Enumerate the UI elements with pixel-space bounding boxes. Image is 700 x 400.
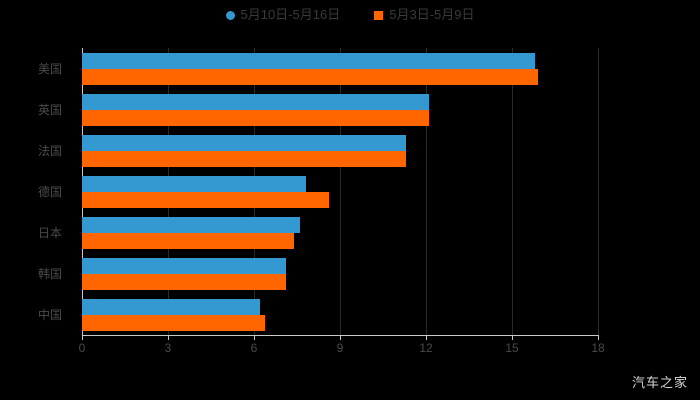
legend-label-series-1: 5月10日-5月16日 — [240, 7, 341, 22]
y-axis-label-0: 美国 — [37, 61, 62, 76]
chart-legend: 5月10日-5月16日 5月3日-5月9日 — [0, 8, 700, 22]
y-axis-label-1: 英国 — [37, 102, 62, 117]
legend-label-series-2: 5月3日-5月9日 — [389, 7, 475, 22]
watermark: 汽车之家 — [631, 375, 688, 390]
legend-entry-series-2[interactable]: 5月3日-5月9日 — [374, 8, 474, 22]
bar-group — [82, 216, 598, 249]
bar[interactable] — [82, 109, 429, 126]
tick-mark-18 — [598, 335, 599, 340]
bar-group — [82, 134, 598, 167]
tick-mark-9 — [340, 335, 341, 340]
x-tick-label-3: 3 — [164, 341, 172, 355]
bar[interactable] — [82, 175, 306, 192]
x-tick-label-0: 0 — [78, 341, 86, 355]
x-tick-label-18: 18 — [591, 341, 605, 355]
gridline-15 — [512, 48, 513, 335]
x-tick-label-6: 6 — [250, 341, 258, 355]
x-axis-tick-labels: 0 3 6 9 12 15 18 — [0, 341, 700, 361]
bar[interactable] — [82, 273, 286, 290]
y-axis-label-4: 日本 — [37, 225, 62, 240]
bar[interactable] — [82, 134, 406, 151]
circle-marker-icon — [225, 10, 235, 20]
gridline-9 — [340, 48, 341, 335]
x-tick-label-15: 15 — [505, 341, 519, 355]
y-axis-label-6: 中国 — [37, 307, 62, 322]
bar[interactable] — [82, 298, 260, 315]
tick-mark-6 — [254, 335, 255, 340]
bar-group — [82, 93, 598, 126]
gridline-12 — [426, 48, 427, 335]
bar[interactable] — [82, 150, 406, 167]
bar[interactable] — [82, 68, 538, 85]
tick-mark-15 — [512, 335, 513, 340]
bar-group — [82, 52, 598, 85]
bar[interactable] — [82, 93, 429, 110]
tick-mark-12 — [426, 335, 427, 340]
legend-entry-series-1[interactable]: 5月10日-5月16日 — [225, 7, 341, 22]
x-tick-label-12: 12 — [419, 341, 433, 355]
y-axis-label-3: 德国 — [37, 184, 62, 199]
tick-mark-0 — [82, 335, 83, 340]
bar[interactable] — [82, 216, 300, 233]
bar[interactable] — [82, 232, 295, 249]
bar[interactable] — [82, 191, 329, 208]
square-marker-icon — [374, 10, 384, 20]
bar[interactable] — [82, 52, 535, 69]
y-axis-label-5: 韩国 — [37, 266, 62, 281]
bar[interactable] — [82, 314, 266, 331]
gridline-18 — [598, 48, 599, 335]
bar-group — [82, 298, 598, 331]
bar[interactable] — [82, 257, 286, 274]
bar-group — [82, 175, 598, 208]
y-axis-labels: 美国英国法国德国日本韩国中国 — [0, 48, 72, 335]
tick-mark-3 — [168, 335, 169, 340]
plot-area — [82, 48, 599, 335]
bar-group — [82, 257, 598, 290]
y-axis-label-2: 法国 — [37, 143, 62, 158]
x-tick-label-9: 9 — [336, 341, 344, 355]
